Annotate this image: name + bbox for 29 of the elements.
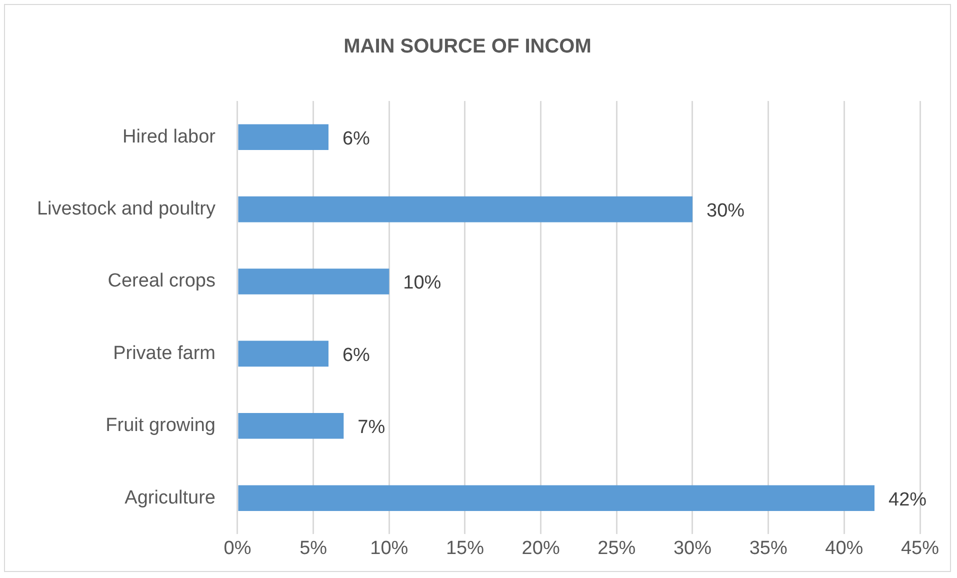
- data-label: 7%: [358, 417, 386, 438]
- data-label: 30%: [706, 200, 745, 222]
- y-tick-label: Private farm: [113, 342, 216, 364]
- data-label: 6%: [342, 344, 370, 366]
- bar: [238, 268, 390, 294]
- x-tick-label: 25%: [598, 538, 636, 559]
- x-tick-label: 45%: [900, 538, 940, 559]
- bar: [238, 340, 328, 367]
- bar: [238, 485, 874, 512]
- bar: [238, 196, 692, 222]
- bar: [238, 124, 328, 150]
- bar: [238, 412, 344, 439]
- y-tick-label: Livestock and poultry: [36, 198, 216, 220]
- y-tick-label: Fruit growing: [106, 415, 216, 436]
- x-tick-label: 30%: [673, 538, 712, 559]
- y-tick-label: Cereal crops: [108, 270, 216, 292]
- x-tick-label: 40%: [825, 538, 864, 559]
- x-tick-label: 35%: [749, 538, 788, 559]
- x-tick-label: 20%: [522, 538, 560, 559]
- x-tick-label: 10%: [370, 538, 408, 559]
- x-tick-label: 15%: [446, 538, 484, 559]
- data-label: 10%: [403, 272, 442, 294]
- y-tick-label: Agriculture: [124, 487, 216, 508]
- chart-title: MAIN SOURCE OF INCOM: [344, 36, 592, 58]
- data-label: 6%: [342, 128, 370, 150]
- x-tick-label: 5%: [300, 538, 328, 559]
- data-label: 42%: [888, 489, 927, 510]
- y-tick-label: Hired labor: [122, 126, 216, 148]
- x-tick-label: 0%: [224, 538, 252, 559]
